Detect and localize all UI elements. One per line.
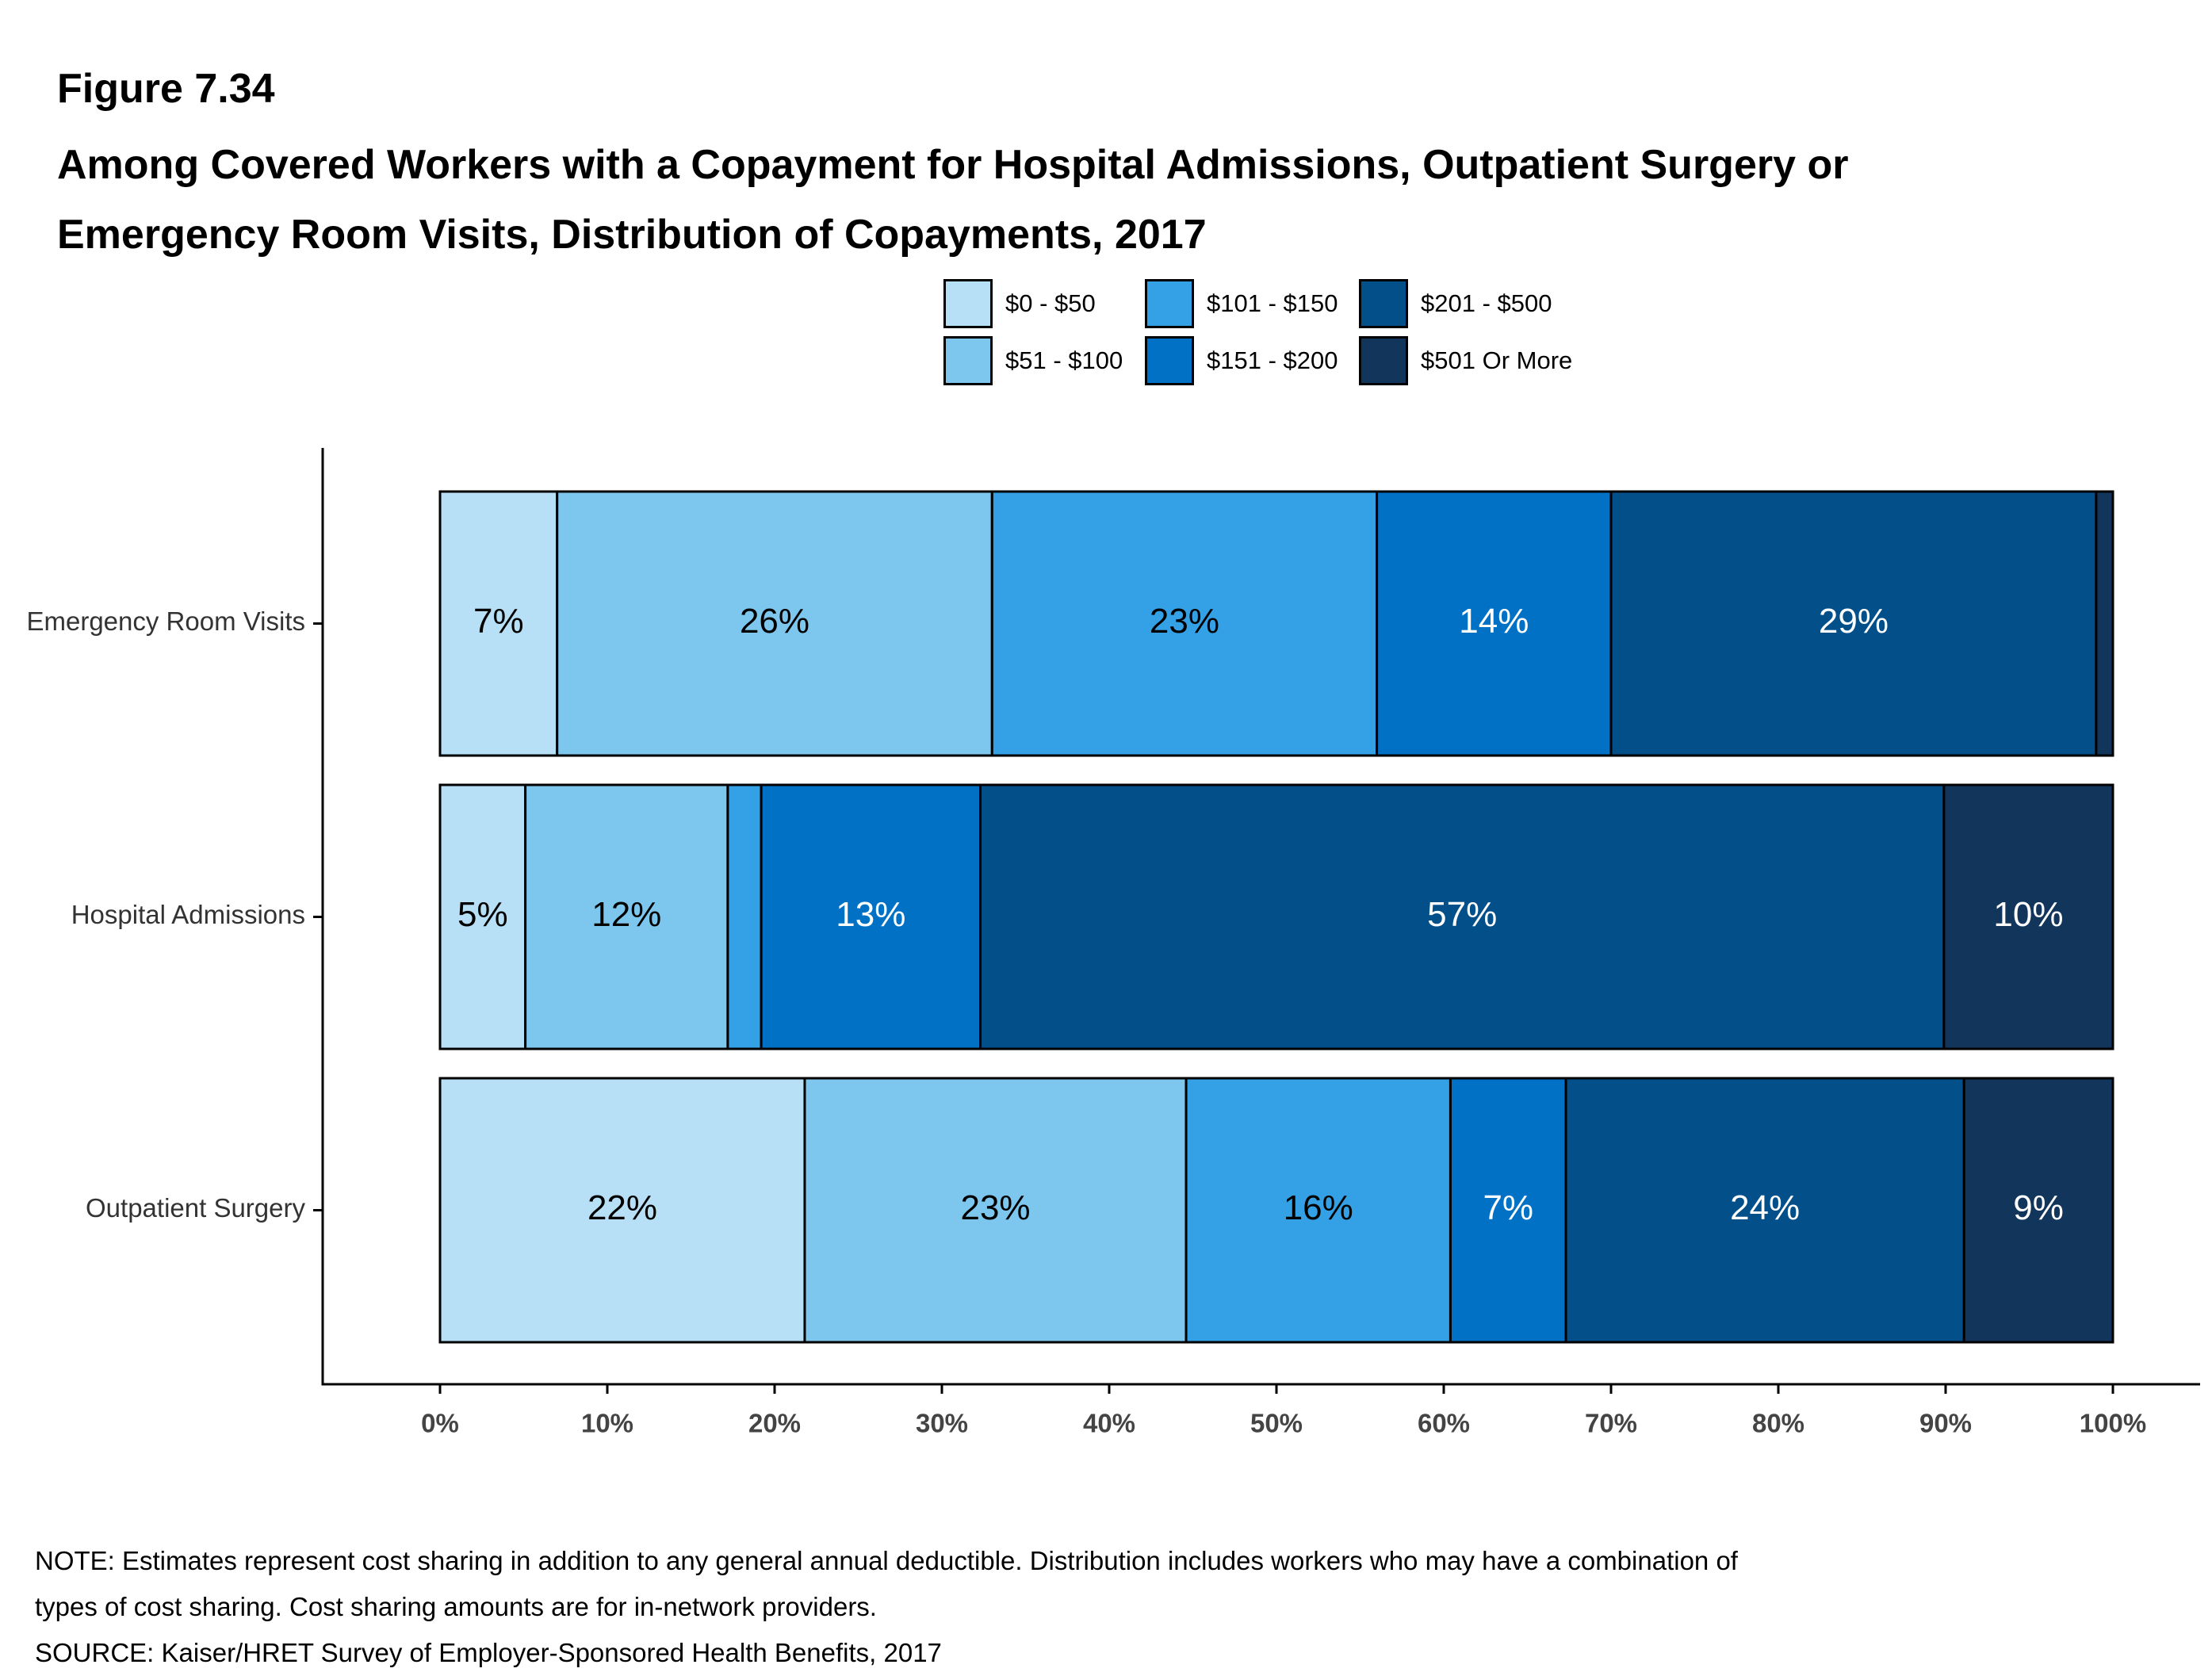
data-label: 5%: [457, 895, 508, 934]
note-line-2: types of cost sharing. Cost sharing amou…: [35, 1592, 877, 1621]
data-label: 26%: [740, 602, 809, 641]
data-label: 9%: [2013, 1188, 2064, 1227]
data-label: 23%: [1150, 602, 1219, 641]
x-tick-label: 20%: [748, 1409, 801, 1438]
bar-segment: [1184, 1077, 1452, 1344]
bar-segment: [1942, 783, 2114, 1050]
bar-segment: [1564, 1077, 1965, 1344]
figure-title-line-1: Among Covered Workers with a Copayment f…: [57, 142, 1849, 188]
legend-label: $501 Or More: [1421, 346, 1573, 374]
bar-segment: [1609, 490, 2098, 757]
x-tick-label: 40%: [1083, 1409, 1135, 1438]
category-label: Emergency Room Visits: [26, 606, 305, 636]
bar-segment: [1962, 1077, 2114, 1344]
bar-segment: [1449, 1077, 1567, 1344]
legend-label: $101 - $150: [1207, 289, 1338, 317]
data-label: 29%: [1819, 602, 1889, 641]
figure-title-line-2: Emergency Room Visits, Distribution of C…: [57, 212, 1207, 258]
legend-swatch: [943, 279, 993, 328]
legend-item-501-more: $501 Or More: [1359, 336, 1572, 385]
data-label: 7%: [1483, 1188, 1533, 1227]
data-label: 14%: [1459, 602, 1529, 641]
x-tick-label: 10%: [581, 1409, 633, 1438]
legend-swatch: [1145, 279, 1194, 328]
data-label: 23%: [960, 1188, 1030, 1227]
bar-segment: [556, 490, 993, 757]
bar-segment: [726, 783, 763, 1050]
data-label: 13%: [836, 895, 905, 934]
category-label: Outpatient Surgery: [86, 1193, 305, 1223]
legend-item-51-100: $51 - $100: [943, 336, 1123, 385]
data-label: 12%: [591, 895, 661, 934]
source-line: SOURCE: Kaiser/HRET Survey of Employer-S…: [35, 1638, 942, 1667]
legend-item-101-150: $101 - $150: [1145, 279, 1338, 328]
x-tick-label: 60%: [1418, 1409, 1470, 1438]
legend-swatch: [1145, 336, 1194, 385]
x-tick-label: 0%: [421, 1409, 459, 1438]
bar-segment: [803, 1077, 1188, 1344]
legend-item-151-200: $151 - $200: [1145, 336, 1338, 385]
category-label: Hospital Admissions: [71, 900, 305, 929]
bar-segment: [438, 1077, 806, 1344]
legend-swatch: [943, 336, 993, 385]
data-label: 57%: [1427, 895, 1497, 934]
chart-notes: NOTE: Estimates represent cost sharing i…: [35, 1538, 2176, 1676]
legend-label: $51 - $100: [1005, 346, 1123, 374]
legend-item-0-50: $0 - $50: [943, 279, 1096, 328]
bar-segment: [438, 783, 527, 1050]
x-tick-label: 100%: [2080, 1409, 2146, 1438]
bar-segment: [524, 783, 729, 1050]
legend-label: $201 - $500: [1421, 289, 1552, 317]
x-tick-label: 80%: [1752, 1409, 1804, 1438]
note-line-1: NOTE: Estimates represent cost sharing i…: [35, 1546, 1738, 1575]
bar-segment: [2095, 490, 2114, 757]
x-tick-label: 90%: [1919, 1409, 1972, 1438]
bar-segment: [760, 783, 982, 1050]
data-label: 16%: [1284, 1188, 1353, 1227]
legend-label: $151 - $200: [1207, 346, 1338, 374]
data-label: 7%: [473, 602, 524, 641]
legend-swatch: [1359, 279, 1408, 328]
legend-swatch: [1359, 336, 1408, 385]
legend-item-201-500: $201 - $500: [1359, 279, 1552, 328]
data-label: 24%: [1730, 1188, 1800, 1227]
bar-segment: [979, 783, 1946, 1050]
x-tick-label: 50%: [1250, 1409, 1303, 1438]
legend-label: $0 - $50: [1005, 289, 1096, 317]
x-tick-label: 30%: [916, 1409, 968, 1438]
x-tick-label: 70%: [1585, 1409, 1637, 1438]
stacked-bar-chart: Emergency Room Visits 7% 26% 23% 14% 29% Hospi…: [26, 448, 2200, 1438]
data-label: 22%: [587, 1188, 657, 1227]
figure-title: Among Covered Workers with a Copayment f…: [57, 130, 2039, 270]
bar-segment: [1376, 490, 1613, 757]
bar-segment: [438, 490, 559, 757]
data-label: 10%: [1993, 895, 2063, 934]
figure-number: Figure 7.34: [57, 66, 275, 112]
